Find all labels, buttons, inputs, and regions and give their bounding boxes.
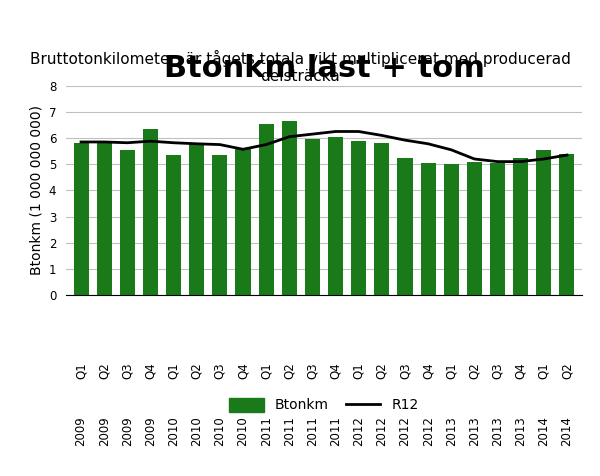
Text: 2013: 2013 xyxy=(445,416,458,446)
Text: Q1: Q1 xyxy=(74,362,88,379)
Text: 2013: 2013 xyxy=(491,416,504,446)
Text: Q4: Q4 xyxy=(514,362,527,379)
Text: 2009: 2009 xyxy=(98,416,110,446)
Text: 2012: 2012 xyxy=(352,416,365,446)
Bar xyxy=(374,143,389,295)
Bar xyxy=(536,150,551,295)
Bar xyxy=(120,150,135,295)
Title: Btonkm last + tom: Btonkm last + tom xyxy=(164,54,484,83)
Bar xyxy=(305,139,320,295)
Text: Q1: Q1 xyxy=(352,362,365,379)
Bar xyxy=(421,163,436,295)
Text: Q3: Q3 xyxy=(398,362,412,379)
Text: Q1: Q1 xyxy=(260,362,272,379)
Bar xyxy=(189,143,204,295)
Text: 2009: 2009 xyxy=(121,416,134,446)
Text: 2011: 2011 xyxy=(260,416,272,446)
Bar xyxy=(351,141,366,295)
Bar xyxy=(166,155,181,295)
Text: Q1: Q1 xyxy=(538,362,550,379)
Text: Q4: Q4 xyxy=(329,362,342,379)
Bar xyxy=(444,164,459,295)
Text: 2010: 2010 xyxy=(214,416,226,446)
Text: Q2: Q2 xyxy=(560,362,574,379)
Text: 2011: 2011 xyxy=(283,416,296,446)
Text: 2011: 2011 xyxy=(329,416,342,446)
Text: Q4: Q4 xyxy=(144,362,157,379)
Bar xyxy=(212,155,227,295)
Text: 2010: 2010 xyxy=(190,416,203,446)
Text: 2012: 2012 xyxy=(376,416,388,446)
Text: 2013: 2013 xyxy=(468,416,481,446)
Text: 2012: 2012 xyxy=(422,416,434,446)
Text: Q2: Q2 xyxy=(190,362,203,379)
Text: 2013: 2013 xyxy=(514,416,527,446)
Bar xyxy=(97,141,112,295)
Text: Q3: Q3 xyxy=(306,362,319,379)
Text: 2014: 2014 xyxy=(560,416,574,446)
Text: 2010: 2010 xyxy=(236,416,250,446)
Text: Q3: Q3 xyxy=(491,362,504,379)
Bar xyxy=(467,162,482,295)
Text: Q4: Q4 xyxy=(422,362,434,379)
Bar xyxy=(74,143,89,295)
Text: 2011: 2011 xyxy=(306,416,319,446)
Legend: Btonkm, R12: Btonkm, R12 xyxy=(224,392,424,418)
Bar xyxy=(235,149,251,295)
Text: Q2: Q2 xyxy=(376,362,388,379)
Text: 2010: 2010 xyxy=(167,416,180,446)
Text: Q2: Q2 xyxy=(98,362,110,379)
Text: Q2: Q2 xyxy=(468,362,481,379)
Bar xyxy=(513,158,528,295)
Text: Q3: Q3 xyxy=(121,362,134,379)
Text: 2012: 2012 xyxy=(398,416,412,446)
Bar xyxy=(282,121,297,295)
Text: Q4: Q4 xyxy=(236,362,250,379)
Text: Bruttotonkilometer  är tågets totala vikt multiplicerat med producerad
delsträck: Bruttotonkilometer är tågets totala vikt… xyxy=(29,50,571,84)
Text: 2014: 2014 xyxy=(538,416,550,446)
Bar xyxy=(259,124,274,295)
Bar xyxy=(328,137,343,295)
Bar xyxy=(143,129,158,295)
Y-axis label: Btonkm (1 000 000 000): Btonkm (1 000 000 000) xyxy=(29,105,43,276)
Text: 2009: 2009 xyxy=(74,416,88,446)
Bar xyxy=(559,154,574,295)
Text: Q1: Q1 xyxy=(445,362,458,379)
Text: Q1: Q1 xyxy=(167,362,180,379)
Bar xyxy=(397,158,413,295)
Bar xyxy=(490,163,505,295)
Text: Q3: Q3 xyxy=(214,362,226,379)
Text: Q2: Q2 xyxy=(283,362,296,379)
Text: 2009: 2009 xyxy=(144,416,157,446)
